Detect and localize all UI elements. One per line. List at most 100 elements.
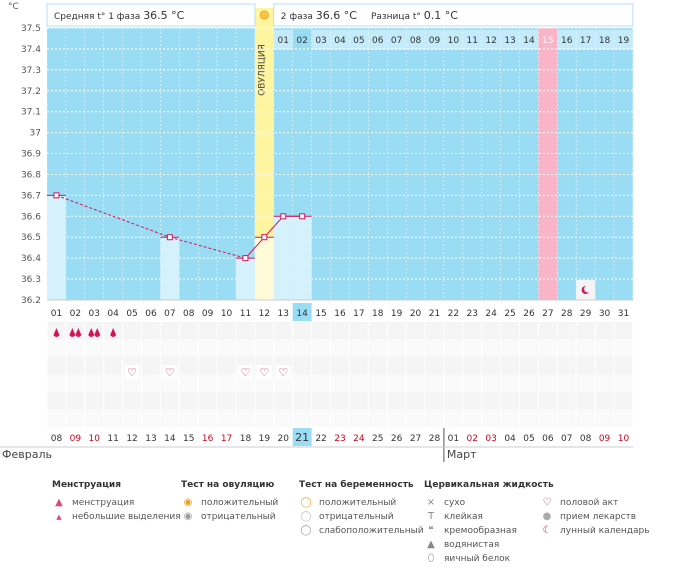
date-label: 18 [240,434,252,444]
legend-menstruation-item: менструация [72,498,135,508]
heart-cell [275,365,291,379]
symptom-row [47,322,633,340]
pregnancy-positive-icon: ◯ [300,497,312,508]
date-label: 06 [542,434,554,444]
symptom-row [47,392,633,410]
temperature-line-segment [56,194,171,238]
cycle-day-label: 03 [89,309,100,319]
y-tick-label: 36.7 [21,191,41,201]
legend-ovulation-negative: отрицательный [201,512,276,522]
y-unit-label: °C [8,2,19,12]
phase2-day-label: 17 [580,36,591,46]
date-label: 10 [89,434,101,444]
date-label: 28 [429,434,441,444]
egg-white-icon: ⬯ [427,553,435,564]
legend-ovulation-positive: положительный [201,498,279,508]
date-label: 19 [259,434,271,444]
temperature-point [280,213,287,220]
legend-fluid-egg-white: яичный белок [444,554,511,564]
phase2-day-label: 02 [296,36,307,46]
cycle-day-label: 20 [410,309,422,319]
temperature-point [242,255,249,262]
cycle-day-label: 02 [70,309,81,319]
watery-icon: ▲ [427,539,435,550]
date-label: 02 [467,434,478,444]
legend-fluid-creamy: кремообразная [444,526,517,536]
phase2-day-label: 03 [315,36,326,46]
date-label: 04 [504,434,516,444]
y-tick-label: 36.3 [21,275,41,285]
legend-cervical-fluid-title: Цервикальная жидкость [424,480,554,490]
legend-menstruation-title: Менструация [52,480,121,490]
date-label: 21 [295,431,309,444]
heart-cell [124,365,140,379]
date-label: 09 [70,434,82,444]
drop-icon: ▲ [55,497,63,508]
symptom-row [47,339,633,357]
date-label: 26 [391,434,403,444]
symptom-row [47,357,633,375]
cycle-day-label: 08 [183,309,195,319]
menstruation-drop-icon [94,328,101,337]
heart-icon: ♡ [241,366,251,379]
phase2-day-label: 12 [485,36,496,46]
temperature-point [299,213,306,220]
heart-cell [238,365,253,379]
dry-icon: × [426,497,436,508]
y-tick-label: 37.3 [21,66,41,76]
heart-icon: ♡ [542,497,552,508]
cycle-day-label: 27 [542,309,553,319]
cycle-day-label: 11 [240,309,251,319]
pregnancy-negative-icon: ◯ [300,511,312,522]
temperature-line-segment [169,236,246,259]
date-label: 10 [618,434,630,444]
phase2-day-label: 01 [278,36,289,46]
heart-cell [162,365,178,379]
sun-negative-icon: ◉ [183,511,193,522]
pill-icon: ● [542,511,552,522]
phase2-summary-box [273,3,634,27]
phase2-today-cell [292,30,312,50]
legend-other: ♡ половой акт ● прием лекарств ☾ лунный кал… [540,480,650,538]
heart-icon: ♡ [127,366,137,379]
legend-fluid-sticky: клейкая [444,512,483,522]
legend-pregnancy-positive: положительный [319,498,397,508]
phase2-day-label: 04 [334,36,346,46]
menstruation-drop-icon [53,328,60,337]
phase2-day-label: 11 [467,36,478,46]
y-tick-label: 37.4 [21,45,41,55]
today-date-cell [292,428,312,446]
legend-moon-calendar: лунный календарь [560,526,650,536]
small-drop-icon: ▲ [56,513,62,521]
symptom-row [47,409,633,427]
date-label: 09 [599,434,611,444]
temperature-bar [254,237,274,300]
y-tick-label: 37 [30,129,41,139]
cycle-day-label: 28 [561,309,573,319]
pregnancy-weak-icon: ◯ [300,525,312,536]
cycle-day-label: 13 [278,309,289,319]
date-label: 16 [202,434,214,444]
phase2-day-label: 07 [391,36,402,46]
menstruation-drop-icon [88,328,95,337]
heart-icon: ♡ [165,366,175,379]
temperature-bar [160,237,180,300]
date-label: 12 [126,434,137,444]
y-tick-label: 36.4 [21,254,41,264]
date-label: 08 [580,434,592,444]
moon-icon: ☾ [542,525,552,536]
sticky-icon: T [427,511,435,522]
temperature-line-segment [245,236,265,259]
sun-positive-icon: ◉ [183,497,193,508]
cycle-day-label: 05 [126,309,137,319]
legend-intercourse: половой акт [560,498,619,508]
cycle-day-label: 06 [145,309,157,319]
cycle-day-label: 26 [523,309,535,319]
cycle-day-label: 04 [107,309,119,319]
temperature-point [166,234,173,241]
phase2-day-label: 05 [353,36,364,46]
heart-icon: ♡ [259,366,269,379]
temperature-bar [273,216,293,300]
cycle-day-label: 12 [259,309,270,319]
legend-pregnancy-weak: слабоположительный [319,526,424,536]
